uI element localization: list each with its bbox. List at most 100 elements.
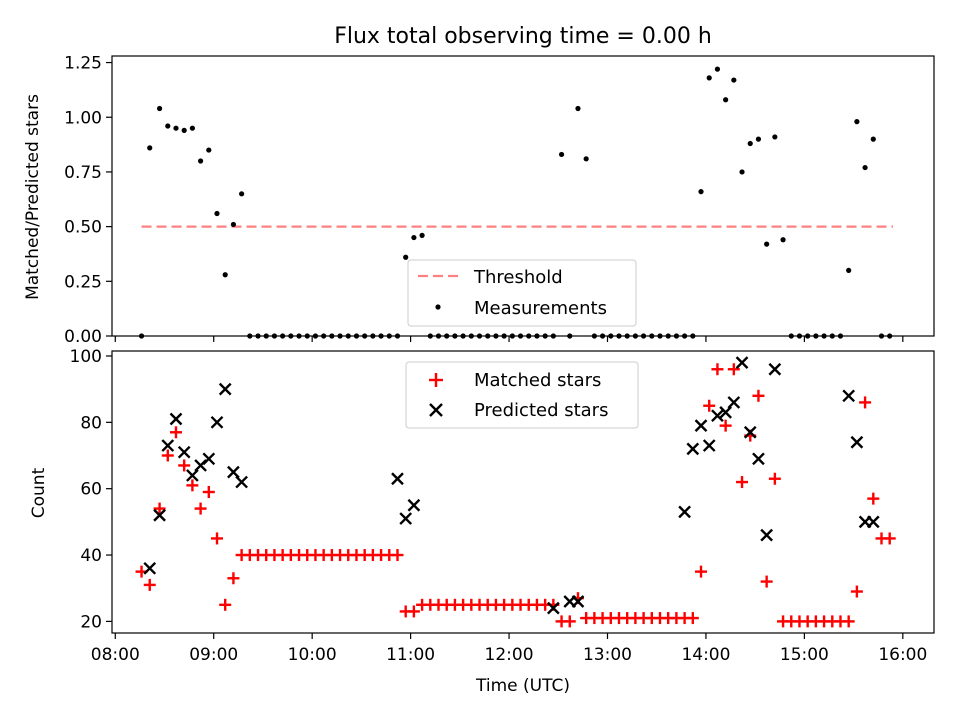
- measurement-point: [173, 125, 179, 131]
- measurement-point: [747, 140, 753, 147]
- predicted-star-point: [169, 412, 183, 426]
- x-tick-label: 15:00: [780, 645, 829, 665]
- measurement-point: [165, 123, 171, 129]
- predicted-star-point: [752, 452, 765, 466]
- predicted-star-point: [711, 409, 724, 423]
- matched-star-point: [695, 565, 708, 578]
- matched-star-point: [752, 389, 765, 402]
- measurement-point: [558, 151, 565, 158]
- x-tick-label: 12:00: [485, 645, 534, 665]
- matched-stars-series: [135, 363, 896, 628]
- x-tick-label: 14:00: [681, 645, 730, 665]
- predicted-star-point: [743, 425, 757, 439]
- matched-star-point: [850, 585, 863, 598]
- measurement-point: [239, 191, 245, 197]
- predicted-star-point: [760, 528, 773, 542]
- matched-star-point: [219, 598, 232, 611]
- predicted-star-point: [547, 601, 560, 615]
- matched-star-point: [186, 479, 199, 492]
- predicted-star-point: [686, 442, 700, 456]
- matched-star-point: [391, 549, 404, 562]
- legend-box: [405, 361, 639, 429]
- predicted-star-point: [735, 356, 749, 369]
- matched-star-point: [211, 532, 224, 545]
- legend-measurements-label: Measurements: [474, 298, 607, 319]
- matched-star-point: [719, 419, 732, 432]
- plot-frame: [111, 350, 935, 634]
- measurement-point: [862, 164, 868, 171]
- y-ticks: 0.00 0.25 0.50 0.75 1.00 1.25: [64, 54, 112, 347]
- x-tick-label: 09:00: [189, 645, 238, 665]
- predicted-star-point: [143, 561, 157, 575]
- measurement-point: [714, 66, 721, 72]
- measurement-point: [846, 267, 852, 273]
- x-tick-label: 10:00: [288, 645, 337, 665]
- measurement-point: [780, 237, 786, 243]
- predicted-star-point: [227, 465, 240, 479]
- measurement-point: [723, 97, 729, 103]
- measurement-point: [156, 105, 163, 112]
- y-tick-label: 80: [80, 413, 102, 433]
- y-ticks: 20 40 60 80 100: [70, 347, 112, 632]
- measurement-point: [575, 105, 581, 112]
- matched-star-point: [703, 399, 716, 412]
- predicted-star-point: [202, 452, 216, 466]
- predicted-star-point: [391, 472, 404, 486]
- matched-star-point: [760, 575, 773, 588]
- predicted-star-point: [694, 419, 708, 432]
- measurement-point: [739, 169, 745, 175]
- matched-star-point: [178, 459, 191, 472]
- matched-star-point: [686, 612, 699, 625]
- y-tick-label: 100: [70, 347, 102, 367]
- predicted-star-point: [399, 512, 413, 525]
- measurement-point: [583, 156, 589, 162]
- measurement-point: [854, 119, 860, 125]
- predicted-star-point: [218, 382, 232, 396]
- predicted-star-point: [235, 475, 248, 489]
- legend-matched-label: Matched stars: [474, 370, 601, 391]
- y-axis-label: Matched/Predicted stars: [23, 94, 43, 300]
- y-tick-label: 60: [80, 480, 102, 500]
- matched-star-point: [711, 363, 724, 376]
- matched-star-point: [883, 532, 896, 545]
- x-ticks: [114, 336, 904, 342]
- predicted-star-point: [866, 515, 880, 529]
- predicted-star-point: [678, 505, 691, 519]
- measurement-point: [147, 145, 153, 151]
- legend: Threshold Measurements: [407, 259, 637, 327]
- measurement-point: [870, 136, 876, 142]
- measurement-point: [764, 241, 770, 247]
- legend-threshold-label: Threshold: [473, 267, 563, 288]
- measurement-point: [698, 189, 704, 195]
- y-axis-label: Count: [29, 467, 49, 518]
- y-tick-label: 20: [80, 612, 102, 632]
- matched-star-point: [859, 396, 872, 409]
- legend-matched-swatch: [429, 373, 443, 387]
- predicted-star-point: [161, 439, 175, 452]
- matched-star-point: [202, 486, 215, 498]
- x-tick-label: 11:00: [386, 645, 435, 665]
- measurement-point: [411, 234, 417, 241]
- measurement-point: [419, 232, 425, 238]
- y-tick-label: 0.25: [64, 272, 102, 292]
- matched-star-point: [227, 572, 240, 585]
- y-tick-label: 40: [80, 546, 102, 566]
- measurement-point: [755, 136, 762, 142]
- matched-star-point: [407, 605, 420, 618]
- matched-star-point: [169, 426, 182, 439]
- predicted-star-point: [210, 415, 224, 429]
- measurement-point: [189, 125, 195, 131]
- legend-predicted-swatch: [429, 403, 443, 417]
- matched-star-point: [768, 472, 781, 485]
- predicted-star-point: [719, 406, 732, 419]
- chart-title: Flux total observing time = 0.00 h: [334, 24, 712, 49]
- predicted-star-point: [842, 389, 856, 403]
- legend: Matched stars Predicted stars: [405, 361, 639, 429]
- x-ticks: 08:00 09:00 10:00 11:00 12:00 13:00 14:00 15:00…: [91, 633, 927, 665]
- matched-star-point: [727, 363, 740, 376]
- measurement-point: [731, 77, 737, 83]
- legend-measurements-swatch: [435, 304, 441, 310]
- predicted-star-point: [177, 445, 191, 459]
- predicted-star-point: [186, 469, 199, 482]
